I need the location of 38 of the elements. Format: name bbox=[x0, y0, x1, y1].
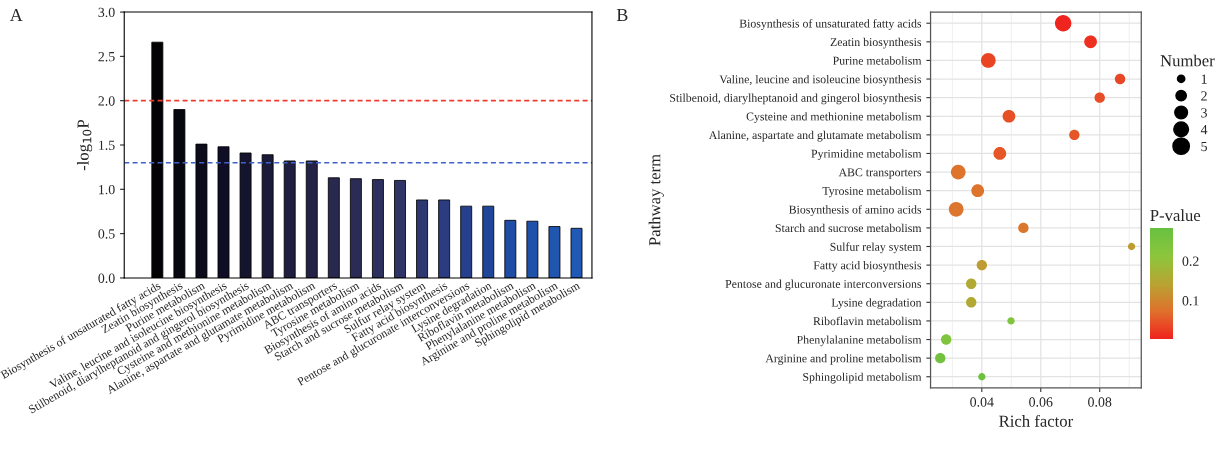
y-tick-label: 2.5 bbox=[98, 52, 115, 62]
color-bar-label: 0.2 bbox=[1182, 256, 1199, 266]
legend-label: 4 bbox=[1200, 125, 1208, 135]
y-tick-label: Cysteine and methionine metabolism bbox=[746, 112, 922, 123]
y-tick-label: Pyrimidine metabolism bbox=[811, 149, 922, 161]
y-tick-label: 3.0 bbox=[98, 7, 115, 18]
y-tick-label: Purine metabolism bbox=[833, 56, 922, 65]
y-tick-label: Alanine, aspartate and glutamate metabolism bbox=[708, 130, 922, 142]
y-tick-label: Biosynthesis of amino acids bbox=[789, 205, 922, 216]
y-tick-label: Sulfur relay system bbox=[830, 242, 922, 254]
x-tick-label: 0.04 bbox=[970, 397, 994, 407]
y-axis-title: Pathway term bbox=[648, 154, 664, 246]
legend-label: 5 bbox=[1201, 141, 1207, 152]
legend-label: 1 bbox=[1201, 74, 1207, 84]
text: B bbox=[616, 9, 628, 21]
x-axis-title: Rich factor bbox=[999, 414, 1074, 427]
y-tick-label: Valine, leucine and isoleucine biosynthesis bbox=[719, 74, 922, 86]
y-axis-title: -log$_{10}$P bbox=[76, 119, 93, 171]
y-tick-label: 2.0 bbox=[98, 96, 115, 106]
y-tick-label: 1.0 bbox=[99, 184, 115, 195]
y-tick-label: ABC transporters bbox=[838, 168, 922, 179]
y-tick-label: 1.5 bbox=[99, 140, 115, 151]
y-tick-label: Tyrosine metabolism bbox=[822, 186, 922, 198]
y-tick-label: Biosynthesis of unsaturated fatty acids bbox=[739, 19, 922, 30]
legend-label: 3 bbox=[1201, 108, 1207, 118]
y-tick-label: Starch and sucrose metabolism bbox=[775, 223, 922, 233]
x-tick-label: 0.06 bbox=[1029, 397, 1053, 407]
y-tick-label: 0.5 bbox=[98, 229, 115, 239]
color-bar-title: P-value bbox=[1150, 209, 1201, 222]
y-tick-label: Stilbenoid, diarylheptanoid and gingerol biosynthesis bbox=[670, 93, 922, 105]
x-tick-label: 0.08 bbox=[1088, 397, 1112, 407]
legend-title: Number bbox=[1160, 54, 1215, 67]
legend-label: 2 bbox=[1201, 91, 1207, 101]
y-tick-label: Zeatin biosynthesis bbox=[830, 37, 922, 49]
text: A bbox=[9, 8, 23, 21]
color-bar-label: 0.1 bbox=[1182, 296, 1199, 306]
y-tick-label: Fatty acid biosynthesis bbox=[813, 261, 922, 272]
y-tick-label: 0.0 bbox=[98, 273, 115, 283]
